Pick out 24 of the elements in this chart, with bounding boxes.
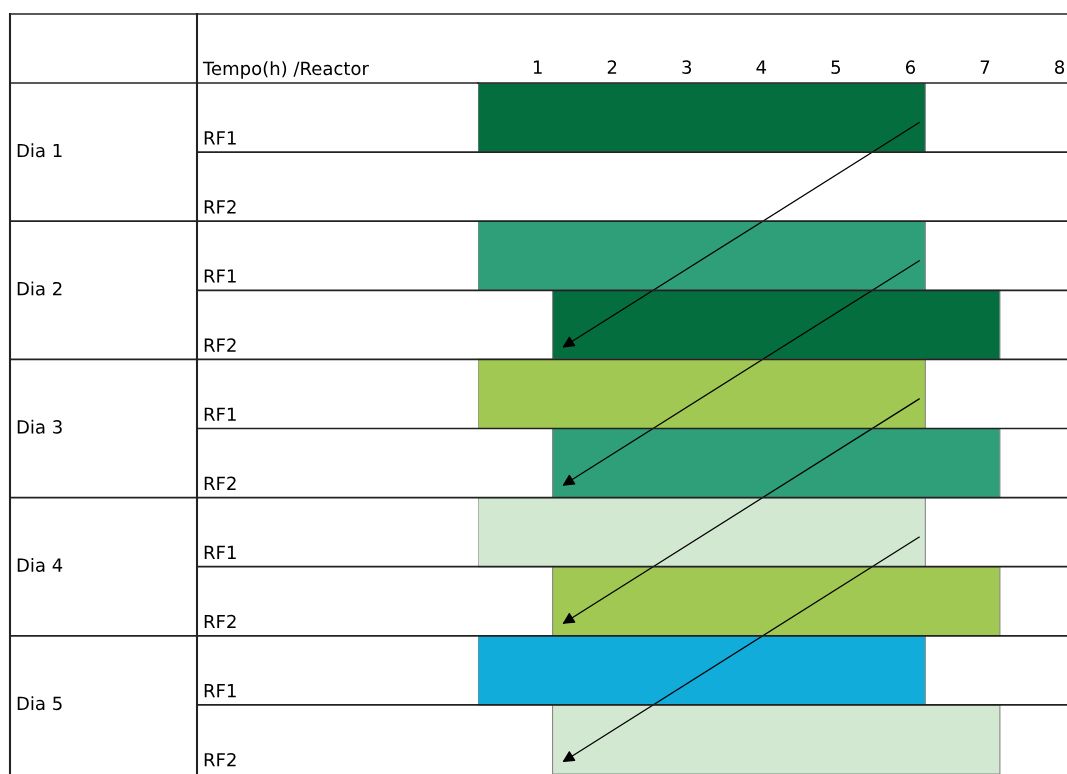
text: Dia 4 (17, 557, 63, 572)
x2-tick-label: 8 (1055, 60, 1065, 74)
y-tick-label: RF1 (204, 269, 236, 283)
text: Dia 5 (17, 696, 62, 711)
x2-tick-label: 5 (831, 60, 841, 74)
y-tick-label: RF2 (204, 752, 236, 767)
y-tick-label: RF1 (204, 131, 236, 145)
text: Dia 3 (17, 419, 62, 434)
x2-tick-label: 3 (682, 60, 692, 74)
y-tick-label: RF2 (204, 476, 236, 490)
y-tick-label: RF1 (204, 407, 236, 421)
y-tick-label: RF1 (204, 684, 236, 698)
x2-tick-label: 2 (607, 60, 617, 74)
y-tick-label: RF2 (204, 338, 236, 352)
x2-tick-label: 7 (980, 60, 990, 74)
text: Dia 2 (17, 281, 62, 296)
x2-tick-label: 1 (533, 60, 542, 74)
x2-tick-label: 6 (905, 60, 916, 74)
x2-tick-label: 4 (756, 60, 767, 74)
y-tick-label: RF2 (204, 200, 236, 214)
text: Dia 1 (17, 143, 62, 158)
y-axis-title: Tempo(h) /Reactor (202, 61, 369, 79)
y-tick-label: RF1 (204, 545, 236, 560)
y-tick-label: RF2 (204, 614, 236, 629)
